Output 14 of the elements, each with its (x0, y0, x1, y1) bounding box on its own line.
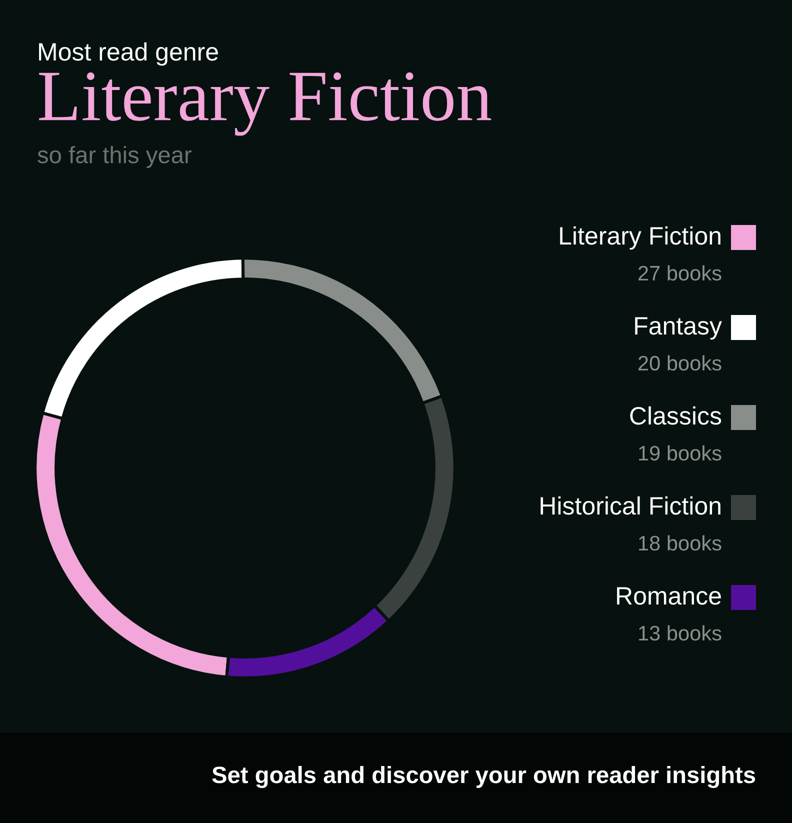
data-label: 13 books (639, 625, 722, 641)
chart-subtitle: so far this year (38, 146, 192, 168)
legend-label: Romance (617, 587, 721, 605)
data-label: 27 books (638, 265, 722, 281)
chart-title: Literary Fiction (39, 72, 492, 136)
data-label: 19 books (639, 445, 722, 461)
data-label: 18 books (639, 535, 722, 551)
legend-label: Fantasy (635, 317, 722, 340)
text: Most read genre (39, 42, 218, 66)
data-label: 20 books (638, 355, 722, 371)
legend-label: Classics (630, 406, 722, 425)
legend-label: Literary Fiction (560, 226, 720, 250)
legend-label: Historical Fiction (540, 496, 720, 515)
text: Set goals and discover your own reader insights (212, 766, 756, 788)
